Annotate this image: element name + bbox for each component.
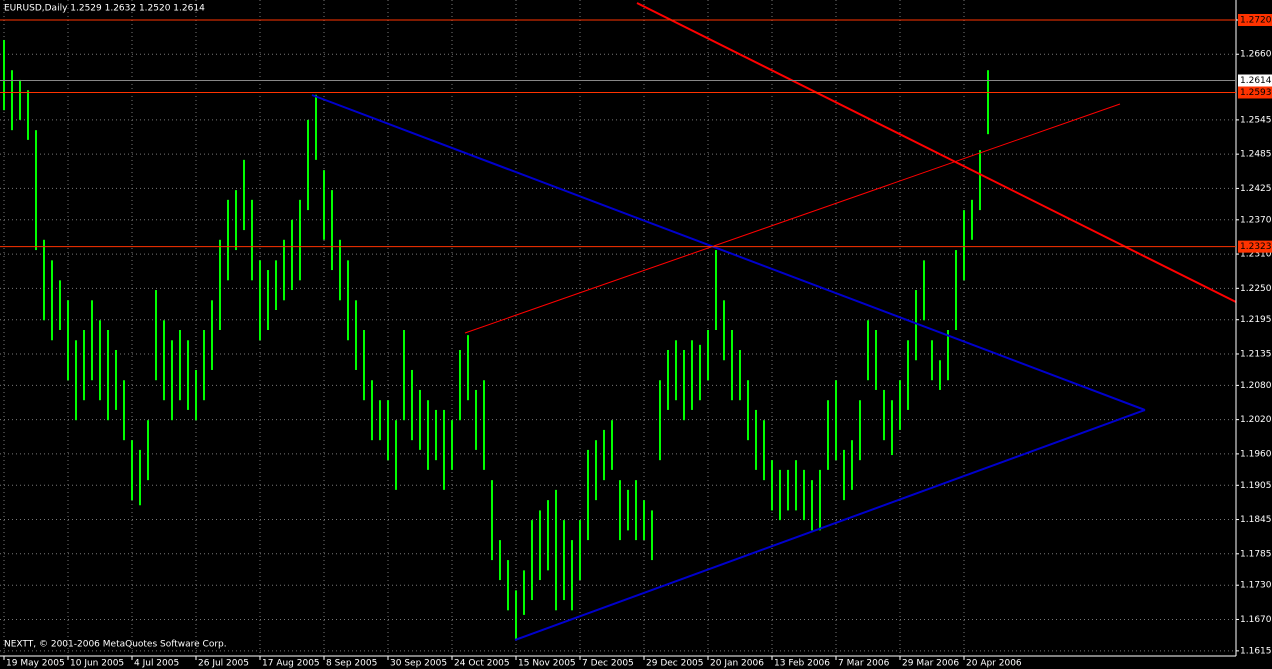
x-tick-label: 7 Dec 2005 [582, 659, 634, 669]
y-tick-label: 1.1845 [1240, 515, 1272, 525]
y-tick-label: 1.2195 [1240, 315, 1272, 325]
y-tick-label: 1.2020 [1240, 415, 1272, 425]
x-tick-label: 8 Sep 2005 [326, 659, 377, 669]
y-tick-label: 1.1960 [1240, 449, 1272, 459]
last-price-box [1238, 74, 1272, 87]
price-level-label: 1.2323 [1240, 242, 1272, 252]
trend-line [311, 94, 1146, 411]
y-tick-label: 1.2080 [1240, 381, 1272, 391]
x-tick-label: 17 Aug 2005 [262, 659, 320, 669]
x-tick-label: 4 Jul 2005 [134, 659, 179, 669]
x-tick-label: 13 Feb 2006 [774, 659, 830, 669]
trend-line [636, 2, 1237, 303]
x-tick-label: 15 Nov 2005 [518, 659, 576, 669]
x-tick-label: 10 Jun 2005 [70, 659, 124, 669]
x-tick-label: 24 Oct 2005 [454, 659, 510, 669]
price-level-box [1238, 13, 1272, 26]
trend-lines [311, 2, 1237, 641]
x-tick-label: 29 Mar 2006 [902, 659, 959, 669]
footer: NEXTT, © 2001-2006 MetaQuotes Software C… [4, 640, 227, 650]
grid [0, 0, 1236, 656]
price-level-label: 1.2720 [1240, 15, 1272, 25]
x-tick-label: 7 Mar 2006 [838, 659, 890, 669]
y-tick-label: 1.2135 [1240, 349, 1272, 359]
price-level-box [1238, 240, 1272, 253]
y-tick-label: 1.2310 [1240, 250, 1272, 260]
price-level-box [1238, 86, 1272, 99]
y-tick-label: 1.2545 [1240, 115, 1272, 125]
y-tick-label: 1.2250 [1240, 284, 1272, 294]
x-tick-label: 26 Jul 2005 [198, 659, 249, 669]
trend-line [464, 103, 1121, 334]
x-tick-label: 20 Apr 2006 [966, 659, 1022, 669]
x-tick-label: 30 Sep 2005 [390, 659, 447, 669]
y-tick-label: 1.1785 [1240, 549, 1272, 559]
trend-line [514, 409, 1146, 641]
y-tick-label: 1.2485 [1240, 150, 1272, 160]
y-tick-label: 1.2370 [1240, 215, 1272, 225]
y-tick-label: 1.2660 [1240, 50, 1272, 60]
price-level-label: 1.2593 [1240, 88, 1272, 98]
x-tick-label: 20 Jan 2006 [710, 659, 764, 669]
y-tick-label: 1.2425 [1240, 184, 1272, 194]
y-tick-label: 1.1615 [1240, 646, 1272, 656]
axis-labels: 1.2720 1.2660 1.2545 1.2485 1.2425 1.2370 1.23… [3, 15, 1272, 669]
last-price-label: 1.2614 [1240, 76, 1272, 86]
y-tick-label: 1.1730 [1240, 581, 1272, 591]
y-tick-label: 1.1905 [1240, 481, 1272, 491]
x-tick-label: 19 May 2005 [6, 659, 65, 669]
chart-title: EURUSD,Daily 1.2529 1.2632 1.2520 1.2614 [4, 4, 205, 14]
x-tick-label: 29 Dec 2005 [646, 659, 704, 669]
y-tick-label: 1.1670 [1240, 615, 1272, 625]
bars [3, 39, 989, 641]
